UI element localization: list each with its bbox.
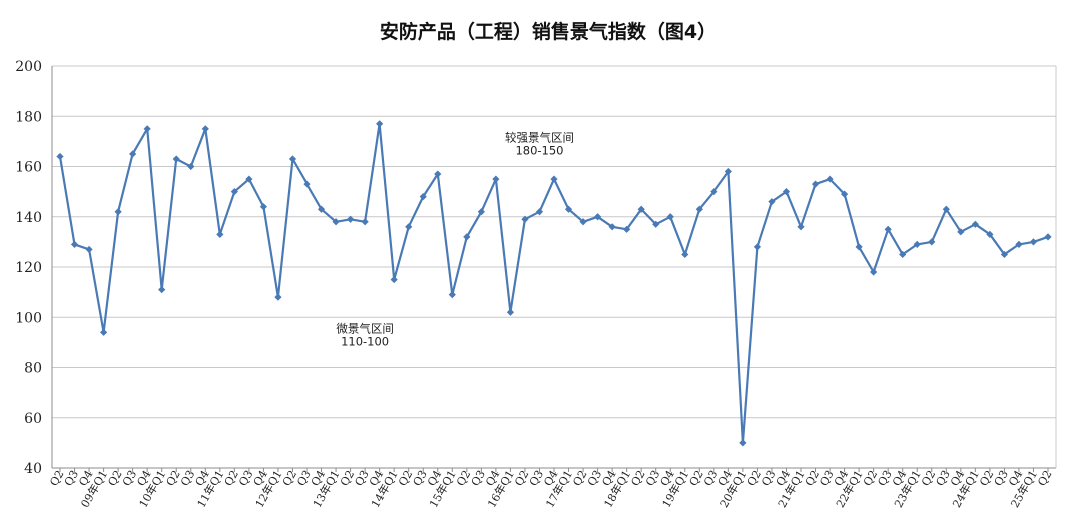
annotation-text: 较强景气区间: [505, 130, 574, 144]
y-tick-label: 180: [15, 109, 42, 125]
data-point: [463, 233, 471, 241]
data-point: [172, 155, 180, 163]
y-tick-label: 40: [24, 461, 42, 477]
data-point: [739, 439, 747, 447]
data-point: [56, 152, 64, 161]
data-point: [855, 243, 863, 251]
y-tick-label: 100: [15, 310, 42, 326]
data-point: [840, 190, 849, 198]
data-point: [957, 228, 965, 236]
data-point: [259, 203, 268, 211]
data-point: [870, 268, 878, 276]
data-point: [681, 250, 689, 259]
data-point: [129, 150, 137, 158]
data-point: [70, 240, 79, 248]
data-point: [811, 180, 820, 188]
data-point: [913, 240, 921, 248]
y-tick-label: 60: [24, 411, 42, 427]
data-point: [710, 188, 718, 196]
y-tick-label: 200: [15, 59, 42, 75]
data-point: [114, 208, 122, 216]
data-point: [376, 120, 384, 128]
data-point: [85, 245, 93, 254]
data-point: [419, 193, 427, 201]
chart-title: 安防产品（工程）销售景气指数（图4）: [380, 20, 716, 43]
data-point: [99, 328, 108, 336]
data-point: [535, 208, 544, 216]
grid-lines: [52, 65, 1056, 419]
annotation-text: 180-150: [515, 143, 563, 157]
data-point: [768, 198, 776, 206]
data-point: [317, 205, 326, 213]
data-point: [230, 188, 238, 196]
data-point: [216, 230, 224, 238]
data-point: [346, 215, 355, 223]
y-tick-label: 160: [15, 160, 42, 176]
data-point: [826, 175, 834, 183]
annotation-text: 微景气区间: [336, 321, 394, 335]
annotation-text: 110-100: [341, 334, 389, 348]
data-point: [1044, 233, 1052, 241]
data-point: [405, 223, 413, 231]
data-point: [288, 155, 297, 163]
data-point: [390, 275, 398, 284]
data-point: [303, 180, 311, 188]
data-point: [1029, 238, 1038, 246]
data-point: [187, 162, 195, 171]
data-point: [986, 230, 994, 238]
data-point: [332, 218, 340, 226]
data-point: [550, 175, 558, 183]
data-point: [245, 175, 253, 183]
data-point: [564, 205, 573, 213]
data-point: [724, 167, 732, 176]
data-point: [899, 250, 907, 259]
data-point: [448, 291, 456, 299]
data-point: [608, 223, 616, 231]
data-point: [579, 218, 587, 226]
data-point: [666, 213, 674, 221]
x-tick-labels: Q2Q3Q409年Q1Q2Q3Q410年Q1Q2Q3Q411年Q1Q2Q3Q41…: [47, 468, 1054, 511]
data-point: [884, 225, 892, 233]
data-point: [361, 218, 369, 226]
data-point: [274, 293, 282, 301]
data-point: [158, 286, 166, 294]
data-point: [1000, 250, 1009, 259]
data-point: [695, 205, 703, 213]
data-point: [753, 243, 762, 251]
data-point: [942, 205, 950, 213]
axes: [51, 66, 1057, 472]
data-point: [434, 170, 442, 178]
data-point: [652, 220, 660, 228]
data-point: [201, 125, 209, 133]
data-point: [593, 213, 602, 221]
data-point: [143, 125, 151, 133]
data-point: [782, 188, 791, 196]
data-point: [797, 223, 805, 231]
data-point: [971, 220, 979, 228]
y-tick-label: 80: [24, 361, 42, 377]
data-point: [506, 308, 515, 316]
data-point: [492, 175, 500, 183]
y-tick-label: 120: [15, 260, 42, 276]
data-point: [637, 205, 645, 213]
data-point: [928, 238, 936, 246]
data-point: [521, 215, 529, 223]
series-line: [58, 122, 1049, 444]
y-tick-labels: 40 60 80 100 120 140 160 180 200: [15, 59, 42, 477]
y-tick-label: 140: [15, 210, 42, 226]
series-layer: [56, 120, 1052, 447]
x-tick-label: Q2: [1035, 468, 1054, 488]
data-point: [623, 225, 631, 233]
data-point: [477, 208, 485, 216]
data-point: [1015, 240, 1023, 248]
